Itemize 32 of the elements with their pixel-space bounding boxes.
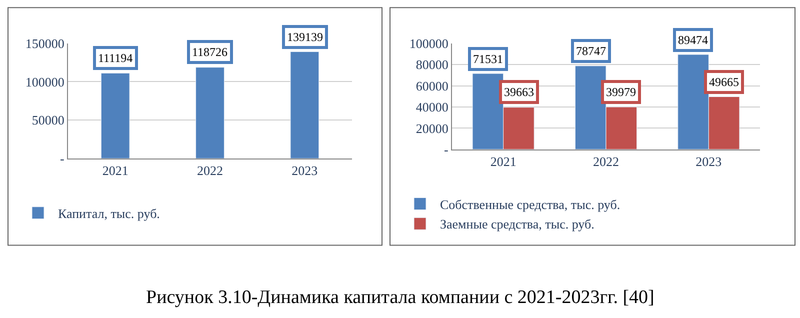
data-label: 71531: [473, 52, 503, 66]
y-tick-label: 20000: [416, 120, 448, 136]
y-tick-label: 80000: [416, 57, 448, 72]
text: Рисунок 3.10-Динамика капитала компании с 2021-2023гг. [40]: [146, 287, 654, 308]
data-label: 139139: [287, 30, 323, 44]
x-tick-label: 2022: [197, 163, 223, 178]
y-tick-label: 50000: [32, 112, 64, 128]
x-tick-label: 2023: [292, 163, 318, 178]
y-tick-label: 60000: [416, 78, 448, 94]
legend-label: Собственные средства, тыс. руб.: [440, 196, 620, 212]
bar: [196, 67, 224, 158]
data-label: 111194: [98, 51, 133, 65]
x-tick-label: 2021: [490, 154, 516, 170]
y-tick-label: 150000: [25, 36, 64, 51]
y-tick-label: 40000: [416, 100, 448, 115]
y-tick-label: 100000: [409, 36, 448, 51]
x-tick-label: 2023: [696, 154, 722, 170]
y-tick-label: 100000: [25, 74, 64, 90]
data-label: 39979: [606, 85, 636, 99]
y-tick-label: -: [444, 142, 448, 157]
x-tick-label: 2021: [102, 163, 128, 178]
bar: [100, 72, 130, 158]
legend-label: Капитал, тыс. руб.: [58, 206, 160, 221]
data-label: 89474: [678, 33, 708, 47]
x-tick-label: 2022: [593, 154, 619, 170]
data-label: 39663: [504, 85, 534, 99]
legend-label: Заемные средства, тыс. руб.: [440, 216, 594, 232]
bar: [290, 51, 320, 158]
data-label: 49665: [709, 75, 739, 89]
y-tick-label: -: [60, 151, 64, 166]
data-label: 78747: [576, 44, 606, 58]
data-label: 118726: [192, 45, 228, 59]
